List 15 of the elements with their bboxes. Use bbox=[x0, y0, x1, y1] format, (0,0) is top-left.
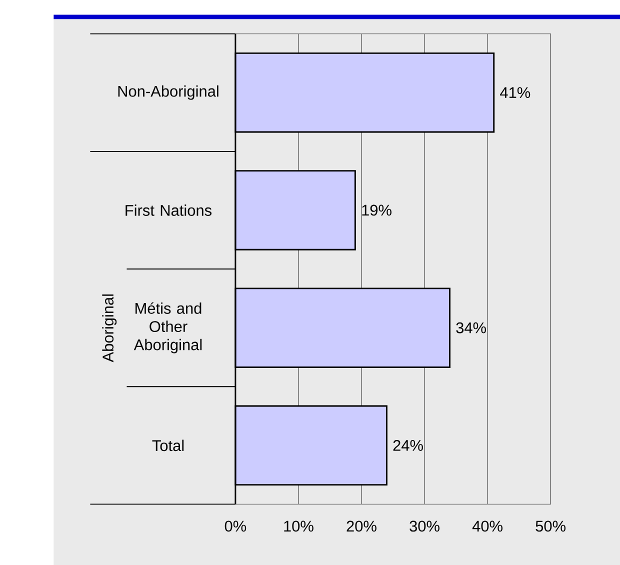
x-tick-label: 0% bbox=[224, 520, 246, 532]
x-tick-label: 30% bbox=[410, 520, 440, 532]
y-tick-label: Non-Aboriginal bbox=[118, 85, 218, 100]
data-label: 41% bbox=[500, 86, 530, 98]
x-tick-label: 50% bbox=[536, 520, 566, 532]
data-label: 34% bbox=[456, 322, 486, 334]
y-tick-label: Total bbox=[152, 440, 184, 451]
data-label: 24% bbox=[393, 440, 423, 451]
y-tick-label: Métis and Other Aboriginal bbox=[134, 302, 202, 354]
x-tick-label: 20% bbox=[346, 520, 376, 532]
y-tick-label: First Nations bbox=[126, 204, 212, 216]
text: Aboriginal bbox=[102, 294, 117, 362]
x-tick-label: 40% bbox=[472, 520, 502, 532]
data-label: 19% bbox=[362, 204, 392, 216]
x-tick-label: 10% bbox=[284, 520, 314, 532]
